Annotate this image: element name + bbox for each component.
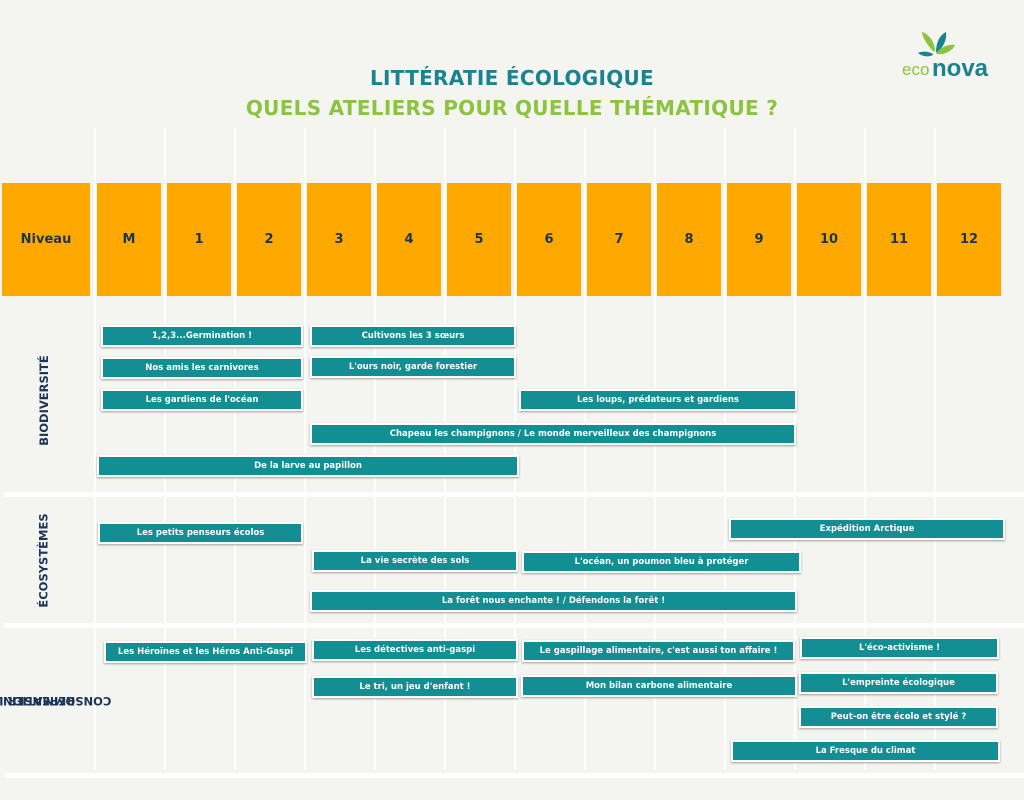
- category-ecosystemes: ÉCOSYSTÈMES: [36, 512, 51, 608]
- workshop-bilan-carbone[interactable]: Mon bilan carbone alimentaire: [521, 675, 797, 697]
- workshop-gaspillage-alimentaire[interactable]: Le gaspillage alimentaire, c'est aussi t…: [522, 640, 795, 662]
- workshop-amis-carnivores[interactable]: Nos amis les carnivores: [101, 357, 303, 379]
- grid-line: [374, 128, 376, 770]
- workshop-ours-noir[interactable]: L'ours noir, garde forestier: [310, 356, 516, 378]
- grid-line: [584, 128, 586, 770]
- workshop-germination[interactable]: 1,2,3...Germination !: [101, 325, 303, 347]
- workshop-fresque-climat[interactable]: La Fresque du climat: [731, 740, 1000, 762]
- header-level-3: 3: [307, 183, 371, 296]
- category-biodiversite: BIODIVERSITÉ: [36, 354, 51, 446]
- section-divider: [5, 623, 1024, 628]
- header-level-9: 9: [727, 183, 791, 296]
- grid-line: [304, 128, 306, 770]
- workshop-tri-jeu-enfant[interactable]: Le tri, un jeu d'enfant !: [312, 676, 518, 698]
- header-level-10: 10: [797, 183, 861, 296]
- workshop-petits-penseurs[interactable]: Les petits penseurs écolos: [98, 522, 303, 544]
- workshop-larve-papillon[interactable]: De la larve au papillon: [97, 455, 519, 477]
- grid-line: [934, 128, 936, 770]
- workshop-vie-secrete-sols[interactable]: La vie secrète des sols: [312, 550, 518, 572]
- grid-line: [514, 128, 516, 770]
- header-level-5: 5: [447, 183, 511, 296]
- workshop-eco-activisme[interactable]: L'éco-activisme !: [800, 637, 999, 659]
- svg-text:eco: eco: [902, 60, 929, 79]
- workshop-gardiens-ocean[interactable]: Les gardiens de l'océan: [101, 389, 303, 411]
- grid-line: [234, 128, 236, 770]
- grid-line: [164, 128, 166, 770]
- header-level-m: M: [97, 183, 161, 296]
- grid-line: [444, 128, 446, 770]
- workshop-champignons[interactable]: Chapeau les champignons / Le monde merve…: [310, 423, 796, 445]
- header-level-12: 12: [937, 183, 1001, 296]
- header-level-2: 2: [237, 183, 301, 296]
- grid-line: [794, 128, 796, 770]
- workshop-ocean-poumon-bleu[interactable]: L'océan, un poumon bleu à protéger: [522, 551, 801, 573]
- page-subtitle: QUELS ATELIERS POUR QUELLE THÉMATIQUE ?: [245, 96, 779, 120]
- header-level-11: 11: [867, 183, 931, 296]
- grid-line: [654, 128, 656, 770]
- workshop-heroines-anti-gaspi[interactable]: Les Héroïnes et les Héros Anti-Gaspi: [104, 641, 307, 663]
- svg-text:nova: nova: [932, 55, 989, 82]
- econova-logo: eco nova: [900, 30, 1000, 82]
- workshop-cultivons-3-soeurs[interactable]: Cultivons les 3 sœurs: [310, 325, 516, 347]
- page-title: LITTÉRATIE ÉCOLOGIQUE: [369, 66, 655, 90]
- workshop-expedition-arctique[interactable]: Expédition Arctique: [729, 518, 1005, 540]
- header-level-8: 8: [657, 183, 721, 296]
- header-level-6: 6: [517, 183, 581, 296]
- category-repenser-consommation: REPENSER LACONSOMMATION: [0, 693, 112, 708]
- workshop-empreinte-ecologique[interactable]: L'empreinte écologique: [799, 672, 998, 694]
- header-level-7: 7: [587, 183, 651, 296]
- workshop-detectives-anti-gaspi[interactable]: Les détectives anti-gaspi: [312, 639, 518, 661]
- workshop-loups[interactable]: Les loups, prédateurs et gardiens: [519, 389, 797, 411]
- workshop-foret-enchante[interactable]: La forêt nous enchante ! / Défendons la …: [310, 590, 797, 612]
- header-level-4: 4: [377, 183, 441, 296]
- header-level-1: 1: [167, 183, 231, 296]
- header-niveau: Niveau: [2, 183, 90, 296]
- leaf-icon: eco nova: [902, 32, 989, 82]
- section-divider: [5, 773, 1024, 778]
- workshop-ecolo-style[interactable]: Peut-on être écolo et stylé ?: [799, 706, 998, 728]
- grid-line: [864, 128, 866, 770]
- grid-line: [94, 128, 96, 770]
- grid-line: [724, 128, 726, 770]
- section-divider: [5, 492, 1024, 497]
